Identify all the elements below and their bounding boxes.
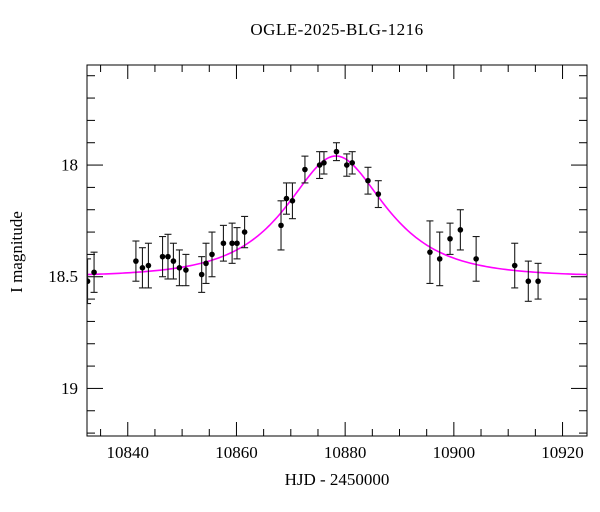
x-tick-label: 10920	[541, 443, 584, 462]
plot-frame	[86, 64, 588, 437]
data-point	[511, 262, 518, 269]
data-point	[535, 278, 541, 285]
data-point	[302, 166, 308, 173]
data-point	[159, 253, 166, 260]
data-point	[365, 177, 371, 184]
data-point	[343, 162, 350, 168]
y-tick-label: 18	[61, 156, 78, 175]
data-point	[333, 148, 340, 155]
data-point	[289, 198, 296, 204]
data-point	[283, 195, 290, 202]
data-point	[220, 240, 227, 247]
data-point	[87, 278, 91, 285]
data-point	[525, 278, 532, 285]
data-point	[183, 267, 189, 273]
y-tick-label: 18.5	[48, 267, 78, 286]
data-point	[229, 240, 235, 247]
data-point	[139, 265, 146, 271]
y-tick-label: 19	[61, 379, 78, 398]
x-tick-label: 10900	[433, 443, 476, 462]
data-point	[278, 222, 284, 229]
x-tick-label: 10880	[324, 443, 367, 462]
data-point	[176, 265, 183, 271]
data-point	[198, 271, 205, 278]
data-point	[234, 240, 240, 247]
data-point	[91, 269, 97, 276]
x-tick-label: 10860	[215, 443, 258, 462]
data-point	[473, 256, 479, 262]
data-point	[165, 253, 171, 260]
chart-title: OGLE-2025-BLG-1216	[250, 20, 424, 39]
data-point	[316, 162, 323, 168]
data-point	[321, 160, 327, 166]
data-point	[133, 258, 139, 264]
data-point	[457, 227, 464, 233]
x-axis-label: HJD - 2450000	[284, 470, 390, 489]
data-point	[203, 260, 209, 267]
data-point	[170, 258, 177, 264]
data-point	[436, 256, 443, 262]
x-tick-label: 10840	[107, 443, 150, 462]
data-point	[447, 235, 453, 242]
data-point	[427, 249, 433, 255]
data-point	[145, 262, 152, 269]
data-point	[209, 251, 215, 258]
data-point	[375, 191, 382, 197]
data-point	[241, 229, 248, 235]
data-point	[349, 160, 356, 166]
